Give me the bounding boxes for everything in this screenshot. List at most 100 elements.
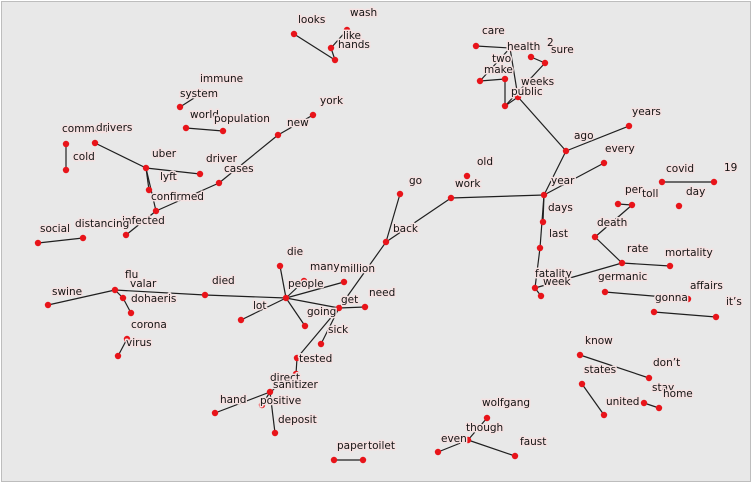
edge-germanic-affairs [604,291,689,300]
label-united: united [606,396,639,408]
node-wash [343,26,351,34]
node-corona [123,335,131,343]
label-days: days [548,202,573,214]
node-care [472,42,480,50]
edge-confirmed-cases [155,182,220,212]
node-affairs [684,295,692,303]
label-lot: lot [253,300,266,312]
edge-uber-driver [145,167,201,175]
node-states [578,380,586,388]
node-uber [142,164,150,172]
label-two: two [492,53,511,65]
node-died [201,291,209,299]
edge-years-ago [565,125,630,152]
node-driver [196,170,204,178]
edge-death-toll [594,204,633,238]
edge-last-fatality [534,247,541,289]
label-many: many [310,261,340,273]
label-lyft: lyft [160,171,177,183]
edge-corona-virus [117,338,128,357]
label-faust: faust [520,436,546,448]
edge-people-lot [240,297,287,321]
label-day: day [686,186,705,198]
node-confirmed [152,207,160,215]
node-distancing [79,234,87,242]
label-every: every [605,143,635,155]
node-day [675,202,683,210]
edge-people-get [285,297,340,309]
node-know [576,351,584,359]
edge-gonna-its [653,311,717,318]
label-get: get [341,294,358,306]
node-infected [122,231,130,239]
node-death [591,233,599,241]
label-sanitizer: sanitizer [273,379,318,391]
node-sure [541,59,549,67]
node-toll [628,201,636,209]
node-even [434,448,442,456]
node-york [309,111,317,119]
label-confirmed: confirmed [151,191,204,203]
edge-health-make [479,47,511,82]
edge-though-faust [467,439,516,457]
node-old [463,172,471,180]
label-ago: ago [574,130,594,142]
label-looks: looks [298,14,325,26]
label-world: world [190,109,219,121]
edge-social-distancing [37,237,84,244]
node-cold [62,166,70,174]
label-tested: tested [299,353,332,365]
node-common [62,140,70,148]
label-need: need [369,287,395,299]
node-new [274,131,282,139]
label-social: social [40,223,70,235]
label-valar: valar [130,278,157,290]
node-dohaeris [127,309,135,317]
label-gonna: gonna [655,292,688,304]
label-2: 2 [547,37,554,49]
edge-direct-sanitizer [269,373,297,393]
node-home [655,404,663,412]
label-swine: swine [52,286,82,298]
label-driver: driver [206,153,238,165]
label-work: work [455,178,481,190]
edge-get-sick [320,307,340,345]
label-its: it’s [726,296,742,308]
edge-swine-flu [47,289,116,306]
label-drivers: drivers [96,122,132,134]
label-immune: immune [200,73,243,85]
label-die: die [287,246,303,258]
node-direct [292,370,300,378]
label-wash: wash [350,7,377,19]
label-common: common [62,123,108,135]
node-united [600,411,608,419]
label-death: death [597,217,627,229]
label-even: even [441,433,467,445]
label-distancing: distancing [75,218,129,230]
edge-flu-died [114,289,206,296]
label-last: last [549,228,568,240]
node-covid [658,178,666,186]
label-direct: direct [270,372,300,384]
node-swine [44,301,52,309]
edge-looks-hands [293,33,336,61]
node-dont [645,374,653,382]
edge-states-united [581,383,605,416]
edge-public-ago [517,96,567,152]
node-last [536,244,544,252]
label-cases: cases [224,163,254,175]
label-died: died [212,275,235,287]
edge-rate-death [594,236,623,264]
node-flu [111,286,119,294]
node-world [182,124,190,132]
edge-care-health [475,45,511,49]
label-paper: paper [337,440,368,452]
label-back: back [393,223,419,235]
node-immune [198,89,206,97]
label-million: million [340,263,375,275]
node-lyft [145,186,153,194]
node-make [476,77,484,85]
edge-confirmed-infected [125,210,157,236]
node-wolfgang [483,414,491,422]
edge-get-tested [296,307,340,359]
